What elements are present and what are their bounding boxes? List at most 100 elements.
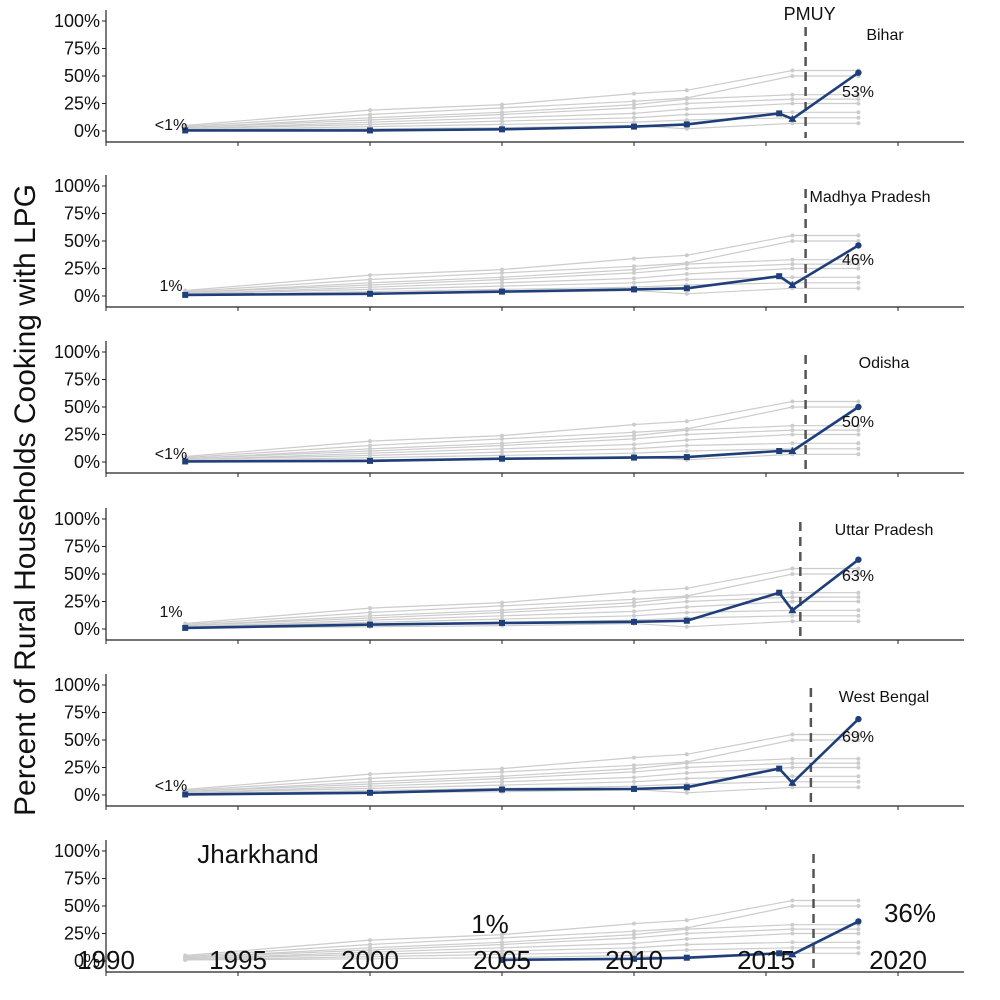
background-point [790,110,794,114]
background-point [856,946,860,950]
background-point [856,452,860,456]
state-label: Bihar [866,27,904,44]
x-tick-label: 2000 [341,945,399,975]
y-tick-label: 0% [74,286,100,306]
y-tick-label: 75% [64,869,100,889]
background-point [685,438,689,442]
background-point [856,447,860,451]
background-point [856,766,860,770]
y-tick-label: 100% [54,509,100,529]
background-point [790,275,794,279]
start-value-label: <1% [155,778,187,795]
background-point [856,441,860,445]
background-point [685,419,689,423]
background-point [632,936,636,940]
highlight-point [684,454,690,460]
y-tick-label: 100% [54,11,100,31]
background-point [685,937,689,941]
background-point [685,88,689,92]
background-point [632,609,636,613]
background-point [632,775,636,779]
background-point [685,428,689,432]
panel-uttar-pradesh: 0% 25% 50% 75% 100% Uttar Pradesh 63% 1% [54,508,964,644]
background-point [856,951,860,955]
background-point [790,940,794,944]
background-point [632,756,636,760]
background-point [685,752,689,756]
background-point [685,444,689,448]
y-tick-label: 25% [64,259,100,279]
background-point [685,611,689,615]
background-point [632,271,636,275]
y-tick-label: 50% [64,231,100,251]
background-point [500,604,504,608]
background-series [183,234,860,297]
highlight-point [367,622,373,628]
background-point [632,111,636,115]
background-point [368,938,372,942]
background-point [685,948,689,952]
background-point [685,292,689,296]
highlight-point [684,285,690,291]
y-tick-label: 25% [64,94,100,114]
background-point [790,766,794,770]
background-point [790,441,794,445]
background-point [856,608,860,612]
background-point [632,442,636,446]
background-point [790,619,794,623]
background-line [185,260,858,293]
background-point [685,253,689,257]
background-point [856,234,860,238]
background-point [856,619,860,623]
background-point [685,102,689,106]
background-point [685,605,689,609]
background-point [632,604,636,608]
background-point [790,923,794,927]
background-point [790,774,794,778]
y-tick-label: 75% [64,537,100,557]
background-point [790,234,794,238]
background-point [368,606,372,610]
background-point [500,106,504,110]
background-point [685,777,689,781]
highlight-point [776,448,782,454]
background-point [856,899,860,903]
background-point [790,239,794,243]
panel-west-bengal: 0%25%50%75%100%West Bengal69%<1% [54,674,964,810]
start-value-label: 1% [471,909,509,939]
background-point [368,273,372,277]
highlight-point [631,786,637,792]
y-axis-label: Percent of Rural Households Cooking with… [9,184,42,816]
background-point [632,614,636,618]
y-tick-label: 0% [74,619,100,639]
end-value-label: 36% [884,898,936,928]
background-point [790,433,794,437]
background-point [685,113,689,117]
background-point [368,439,372,443]
background-point [790,258,794,262]
background-point [632,92,636,96]
y-tick-label: 50% [64,730,100,750]
background-point [685,932,689,936]
background-point [685,927,689,931]
background-point [790,733,794,737]
highlight-point [182,292,188,298]
background-point [685,766,689,770]
background-point [790,262,794,266]
background-point [685,107,689,111]
background-point [685,433,689,437]
highlight-point [855,70,861,76]
background-point [856,275,860,279]
highlight-point [367,790,373,796]
background-point [790,757,794,761]
background-point [685,595,689,599]
background-point [790,267,794,271]
background-point [685,771,689,775]
background-point [790,567,794,571]
background-point [790,74,794,78]
y-tick-label: 25% [64,758,100,778]
background-point [856,932,860,936]
panel-bihar: 0% 25% 50% 75% 100% PMUY Bihar 53% <1% [54,4,964,146]
background-point [790,932,794,936]
